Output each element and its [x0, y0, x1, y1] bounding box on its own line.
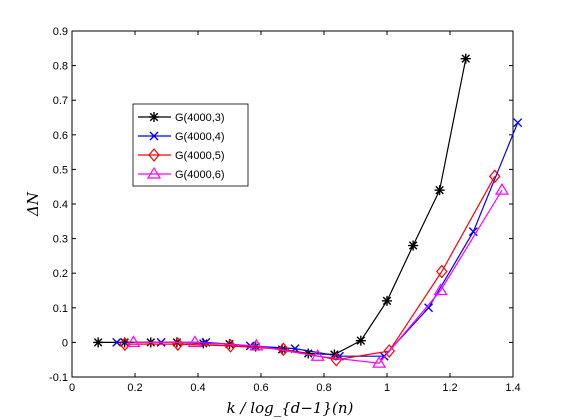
data-point	[460, 53, 471, 64]
data-point	[355, 335, 366, 346]
data-point	[436, 264, 448, 279]
y-tick-label: 0.6	[53, 130, 68, 142]
y-tick-label: 0.9	[53, 26, 68, 38]
y-tick-label: 0.5	[53, 164, 68, 176]
legend-label: G(4000,5)	[175, 150, 225, 162]
plot-series	[93, 53, 523, 368]
x-tick-label: 1.4	[505, 382, 520, 394]
data-point	[513, 118, 523, 128]
data-point	[494, 182, 510, 195]
legend-label: G(4000,6)	[175, 169, 225, 181]
ticks: 0 0.2 0.4 0.6 0.8 1 1.2 1.4-0.100.10.20.30.40.5…	[49, 26, 521, 394]
data-point	[277, 342, 290, 357]
series-line	[133, 189, 503, 364]
x-tick-label: 0.6	[253, 382, 268, 394]
y-tick-label: 0.7	[53, 95, 68, 107]
y-tick-label: 0.8	[53, 61, 68, 73]
legend-entry: G(4000,4)	[138, 131, 225, 143]
data-point	[119, 337, 131, 352]
legend-entry: G(4000,6)	[138, 166, 225, 181]
x-tick-label: 0.8	[316, 382, 331, 394]
data-point	[112, 337, 122, 347]
data-point	[372, 355, 387, 368]
data-point	[93, 337, 104, 348]
x-tick-label: 0.2	[127, 382, 142, 394]
data-point	[148, 148, 160, 162]
data-point	[187, 335, 202, 347]
axes	[71, 30, 514, 378]
y-tick-label: 0.1	[53, 303, 68, 315]
data-point	[310, 349, 325, 361]
legend-label: G(4000,4)	[175, 131, 225, 143]
x-axis-label: k / log_{d−1}(n)	[227, 399, 354, 417]
y-axis-label: ΔN	[24, 191, 42, 217]
y-tick-label: 0.2	[53, 268, 68, 280]
data-point	[424, 303, 434, 313]
data-point	[434, 185, 445, 196]
data-point	[149, 112, 159, 122]
data-point	[468, 227, 478, 237]
data-point	[382, 295, 392, 306]
y-tick-label: 0	[62, 337, 68, 349]
data-point	[149, 131, 159, 141]
x-tick-label: 0	[69, 382, 75, 394]
data-point	[433, 283, 448, 296]
plot-area-frame	[71, 30, 514, 378]
data-point	[383, 344, 395, 358]
data-point	[249, 338, 264, 351]
x-tick-label: 1.2	[442, 382, 457, 394]
y-tick-label: 0.4	[53, 199, 68, 211]
x-tick-label: 1	[384, 382, 390, 394]
y-tick-label: 0.3	[53, 234, 68, 246]
series-4	[126, 182, 510, 368]
legend-entry: G(4000,5)	[138, 148, 225, 162]
data-point	[488, 169, 501, 184]
y-tick-label: -0.1	[49, 372, 68, 384]
data-point	[408, 240, 419, 251]
legend-label: G(4000,3)	[175, 112, 225, 124]
data-point	[126, 335, 141, 347]
legend-entry: G(4000,3)	[138, 112, 225, 124]
legend: G(4000,3) G(4000,4) G(4000,5) G(4000,6)	[132, 103, 249, 187]
x-tick-label: 0.4	[190, 382, 205, 394]
data-point	[146, 166, 162, 179]
